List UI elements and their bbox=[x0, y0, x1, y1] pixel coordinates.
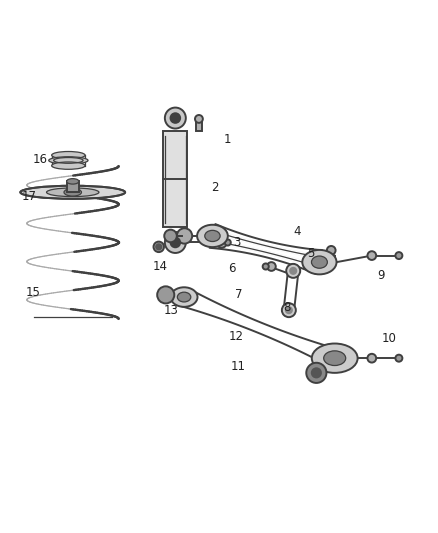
Ellipse shape bbox=[67, 179, 79, 184]
Text: 13: 13 bbox=[163, 304, 178, 317]
Circle shape bbox=[170, 238, 180, 247]
Circle shape bbox=[367, 354, 376, 362]
Bar bbox=[67, 181, 79, 192]
Ellipse shape bbox=[46, 188, 99, 197]
Circle shape bbox=[216, 237, 227, 248]
Bar bbox=[196, 119, 201, 131]
Text: 9: 9 bbox=[377, 269, 384, 282]
Circle shape bbox=[153, 241, 164, 252]
Circle shape bbox=[156, 244, 161, 249]
Ellipse shape bbox=[302, 250, 336, 274]
Bar bbox=[163, 131, 187, 227]
Circle shape bbox=[290, 268, 296, 274]
Text: 17: 17 bbox=[21, 190, 37, 203]
Text: 12: 12 bbox=[229, 330, 244, 343]
Text: 1: 1 bbox=[224, 133, 231, 147]
Circle shape bbox=[164, 230, 177, 242]
Ellipse shape bbox=[177, 292, 191, 302]
Circle shape bbox=[312, 368, 321, 377]
Text: 2: 2 bbox=[211, 181, 219, 195]
Text: 11: 11 bbox=[231, 360, 246, 374]
Text: 3: 3 bbox=[233, 236, 240, 249]
Text: 16: 16 bbox=[32, 153, 47, 166]
Circle shape bbox=[165, 232, 186, 253]
Ellipse shape bbox=[312, 343, 357, 373]
Circle shape bbox=[165, 108, 186, 128]
Circle shape bbox=[267, 262, 276, 271]
Circle shape bbox=[282, 303, 296, 317]
Ellipse shape bbox=[205, 230, 220, 241]
Circle shape bbox=[177, 228, 192, 244]
Circle shape bbox=[306, 363, 326, 383]
Circle shape bbox=[327, 246, 336, 255]
Text: 15: 15 bbox=[26, 286, 41, 299]
Ellipse shape bbox=[52, 151, 85, 159]
Text: 4: 4 bbox=[294, 225, 301, 238]
Ellipse shape bbox=[171, 287, 198, 307]
Ellipse shape bbox=[311, 256, 327, 268]
Circle shape bbox=[263, 263, 269, 270]
Ellipse shape bbox=[197, 225, 228, 247]
Ellipse shape bbox=[20, 185, 125, 199]
Circle shape bbox=[195, 115, 203, 123]
Circle shape bbox=[170, 113, 180, 123]
Circle shape bbox=[157, 286, 174, 303]
Text: 8: 8 bbox=[283, 302, 290, 314]
Circle shape bbox=[396, 252, 403, 259]
Text: 7: 7 bbox=[235, 288, 242, 301]
Ellipse shape bbox=[49, 157, 88, 164]
Ellipse shape bbox=[64, 189, 81, 196]
Circle shape bbox=[225, 239, 231, 246]
Circle shape bbox=[286, 264, 300, 278]
Text: 14: 14 bbox=[152, 260, 168, 273]
Text: 10: 10 bbox=[382, 332, 397, 345]
Text: 5: 5 bbox=[307, 247, 314, 260]
Text: 6: 6 bbox=[228, 262, 236, 275]
Ellipse shape bbox=[324, 351, 346, 366]
Circle shape bbox=[396, 354, 403, 362]
Circle shape bbox=[367, 251, 376, 260]
Circle shape bbox=[286, 307, 292, 313]
Ellipse shape bbox=[52, 162, 85, 169]
